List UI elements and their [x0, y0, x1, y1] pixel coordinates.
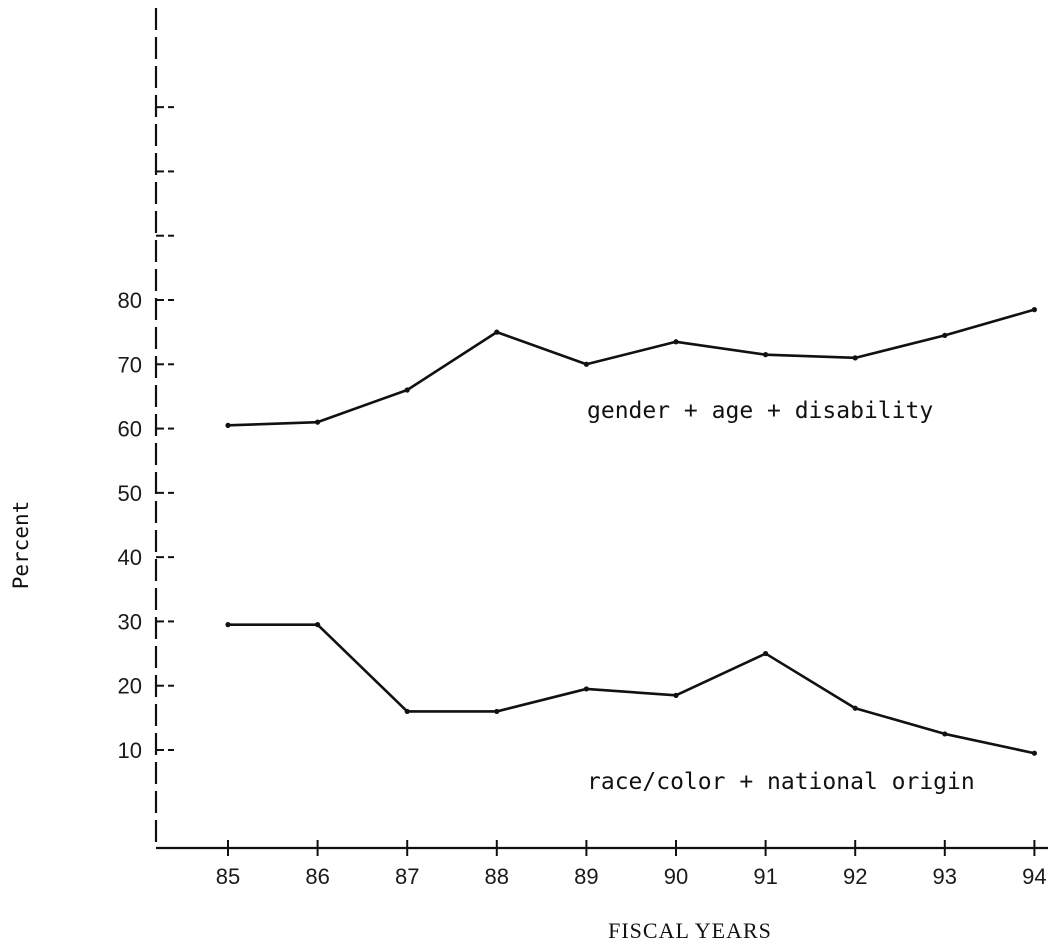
data-point [852, 705, 858, 711]
data-point [583, 361, 590, 367]
data-point [942, 731, 948, 737]
y-tick-label: 10 [118, 738, 142, 763]
tick-marks [156, 106, 1036, 856]
y-tick-label: 70 [118, 352, 142, 377]
series-label: race/color + national origin [587, 769, 975, 795]
data-point [673, 692, 679, 698]
y-tick-label: 60 [118, 417, 142, 442]
data-point [763, 352, 769, 358]
series-line-1 [228, 623, 1035, 755]
axes [154, 8, 1048, 850]
data-point [763, 650, 769, 657]
data-point [494, 708, 500, 715]
data-point [1031, 307, 1037, 313]
data-point [225, 422, 231, 428]
data-point [225, 622, 231, 628]
data-point [583, 686, 590, 692]
x-axis-title: FISCAL YEARS [608, 918, 772, 943]
y-tick-label: 50 [118, 481, 142, 506]
x-tick-label: 89 [574, 864, 598, 889]
series-label: gender + age + disability [587, 398, 933, 424]
labels: 10 20 30 40 50 60 70 80 85 86 87 88 89 90 91 92 93 94 gend… [118, 288, 1047, 889]
data-point [315, 419, 321, 425]
y-tick-label: 80 [118, 288, 142, 313]
data-point [942, 332, 948, 338]
x-tick-label: 88 [485, 864, 509, 889]
x-tick-label: 94 [1022, 864, 1046, 889]
y-tick-label: 20 [118, 674, 142, 699]
x-tick-label: 90 [664, 864, 688, 889]
x-tick-label: 92 [843, 864, 867, 889]
data-point [404, 387, 410, 393]
y-tick-label: 30 [118, 609, 142, 634]
data-point [673, 339, 679, 345]
data-point [852, 355, 858, 361]
data-point [494, 329, 500, 335]
data-point [315, 622, 321, 628]
series-lines [225, 307, 1037, 756]
data-point [1031, 750, 1037, 756]
x-tick-label: 85 [216, 864, 240, 889]
x-tick-label: 86 [305, 864, 329, 889]
x-tick-label: 87 [395, 864, 419, 889]
y-axis-title: Percent [9, 501, 33, 590]
series-line-0 [227, 308, 1035, 427]
y-tick-label: 40 [118, 545, 142, 570]
data-point [404, 708, 410, 715]
x-tick-label: 93 [933, 864, 957, 889]
x-tick-label: 91 [753, 864, 777, 889]
